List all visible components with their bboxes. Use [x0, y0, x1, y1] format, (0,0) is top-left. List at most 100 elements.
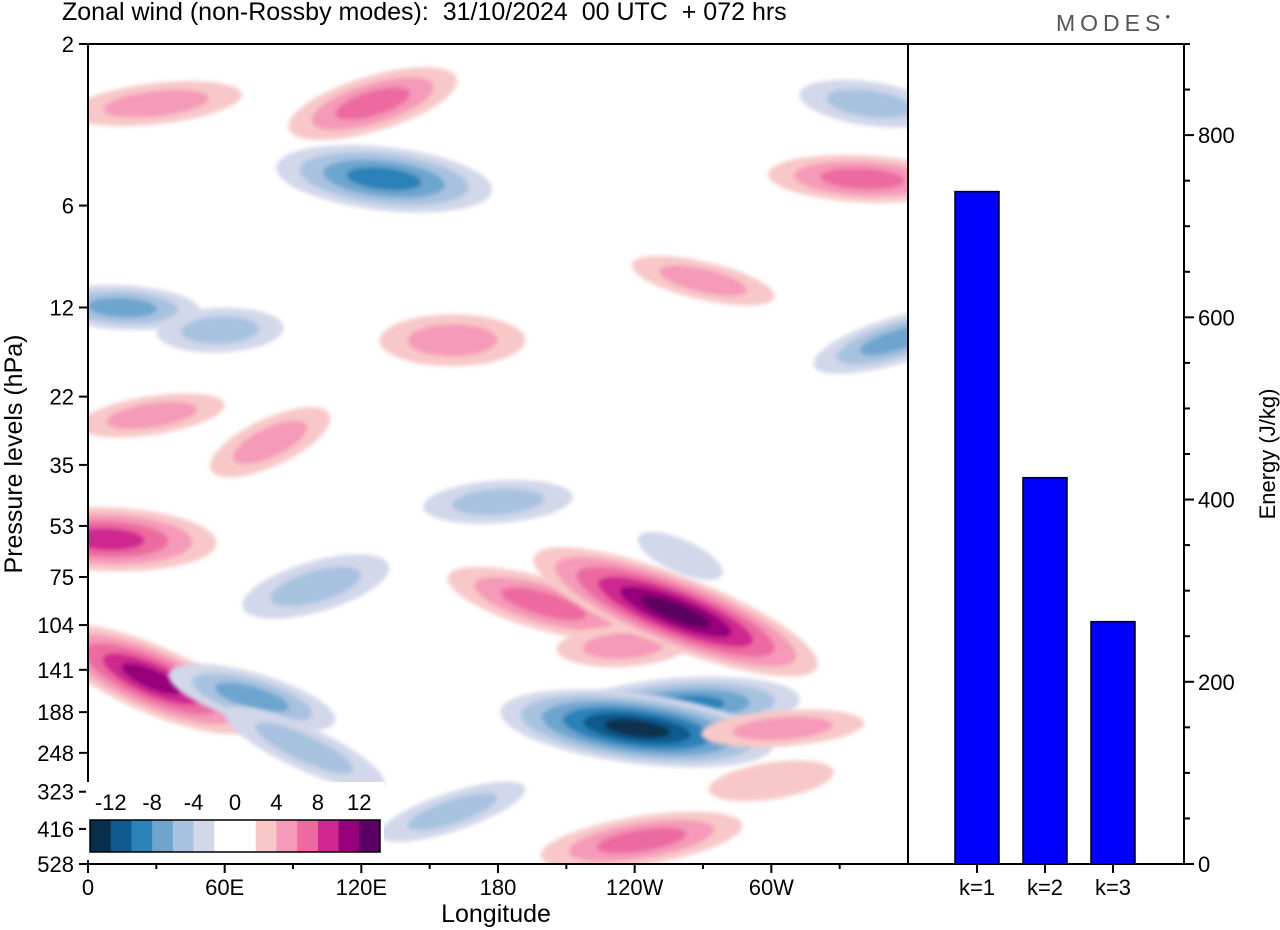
contour-blob [637, 531, 723, 581]
chart-title: Zonal wind (non-Rossby modes): 31/10/202… [62, 0, 787, 26]
contour-blob [88, 623, 258, 735]
x-axis-label: Longitude [441, 900, 551, 928]
y-tick-label: 248 [37, 741, 74, 766]
contour-level [103, 89, 209, 118]
colorbar-label: 8 [312, 790, 324, 815]
contour-blob [447, 566, 640, 641]
energy-axis-label: Energy (J/kg) [1255, 389, 1280, 520]
x-tick-label: 120W [606, 875, 664, 900]
contour-blob [813, 306, 908, 374]
colorbar-frame [89, 819, 381, 853]
colorbar-swatch [214, 820, 236, 852]
contour-level [859, 325, 908, 356]
brand-mark: ● [1165, 12, 1171, 21]
contour-level [270, 566, 361, 607]
energy-tick-label: 600 [1198, 305, 1235, 330]
contour-blob [288, 67, 458, 141]
contour-blob [767, 154, 908, 203]
y-tick-label: 22 [50, 385, 74, 410]
brand-text: MODES [1056, 10, 1166, 36]
contour-blob [156, 307, 284, 353]
energy-bars: k=1 k=2 k=3 0 200 400 600 800 Energy (J/kg) [954, 43, 1280, 900]
contour-blob [168, 663, 336, 731]
contour-level [106, 401, 197, 430]
contour-blob [224, 706, 385, 790]
x-tick-label: 0 [82, 875, 94, 900]
colorbar-swatch [359, 820, 381, 852]
y-tick-label: 188 [37, 700, 74, 725]
contour-level [335, 87, 411, 120]
contour-level [407, 793, 498, 831]
energy-bar [954, 190, 1000, 865]
y-tick-label: 141 [37, 658, 74, 683]
brand-logo: MODES● [1056, 10, 1170, 37]
contour-level [121, 663, 182, 695]
bar-category-label: k=1 [959, 875, 995, 900]
contour-level [88, 528, 145, 551]
y-tick-label: 416 [37, 817, 74, 842]
x-tick-label: 60E [205, 875, 244, 900]
bar-category-label: k=2 [1027, 875, 1063, 900]
contour-level [582, 633, 665, 659]
contour-level [820, 168, 905, 190]
colorbar-label: 4 [270, 790, 282, 815]
energy-bar [1022, 476, 1068, 865]
contour-level [214, 682, 290, 713]
y-tick-label: 53 [50, 514, 74, 539]
y-tick-label: 35 [50, 453, 74, 478]
contour-level [637, 531, 723, 581]
colorbar-label: -12 [95, 790, 127, 815]
contour-level [346, 166, 422, 191]
energy-tick-label: 800 [1198, 123, 1235, 148]
contour-blob [500, 689, 774, 768]
colorbar-swatch [172, 820, 195, 852]
contour-blob [242, 554, 390, 619]
colorbar-swatch [90, 820, 112, 852]
contour-blob [379, 781, 526, 842]
colorbar-swatch [152, 820, 174, 852]
contour-level [596, 827, 687, 854]
y-tick-label: 12 [50, 295, 74, 320]
contour-level [732, 716, 833, 741]
contour-blob [379, 314, 526, 367]
colorbar-swatch [317, 820, 340, 852]
y-tick-label: 104 [37, 613, 74, 638]
contour-blob [88, 81, 242, 127]
y-tick-label: 323 [37, 780, 74, 805]
contour-blob [701, 709, 865, 748]
y-tick-label: 528 [37, 852, 74, 877]
y-axis-label: Pressure levels (hPa) [0, 335, 28, 574]
contour-blob [533, 547, 818, 677]
contour-blob [799, 79, 908, 128]
contour-blob [276, 144, 493, 213]
contour-level [708, 760, 834, 802]
colorbar-swatch [110, 820, 132, 852]
contour-blob [88, 506, 217, 572]
contour-blob [631, 255, 775, 306]
y-tick-label: 75 [50, 565, 74, 590]
colorbar-label: -8 [142, 790, 162, 815]
contour-level [500, 587, 587, 621]
y-tick-label: 2 [62, 32, 74, 57]
colorbar-swatch [297, 820, 319, 852]
contour-blob [88, 284, 201, 331]
colorbar-label: 0 [229, 790, 241, 815]
colorbar-label: 12 [347, 790, 371, 815]
contour-blob [210, 407, 331, 478]
contour-level [658, 265, 748, 296]
energy-tick-label: 200 [1198, 670, 1235, 695]
contour-blob [423, 479, 573, 524]
contour-blob [88, 393, 225, 438]
y-tick-label: 6 [62, 194, 74, 219]
contour-blob [708, 760, 834, 802]
energy-bar [1090, 620, 1136, 865]
contour-level [641, 596, 711, 628]
contour-level [407, 324, 498, 357]
colorbar: -12 -8 -4 0 4 8 12 [86, 782, 384, 860]
contour-level [233, 420, 308, 464]
energy-tick-label: 0 [1198, 852, 1210, 877]
x-tick-label: 120E [336, 875, 387, 900]
x-tick-label: 180 [480, 875, 517, 900]
contour-level [603, 718, 670, 738]
